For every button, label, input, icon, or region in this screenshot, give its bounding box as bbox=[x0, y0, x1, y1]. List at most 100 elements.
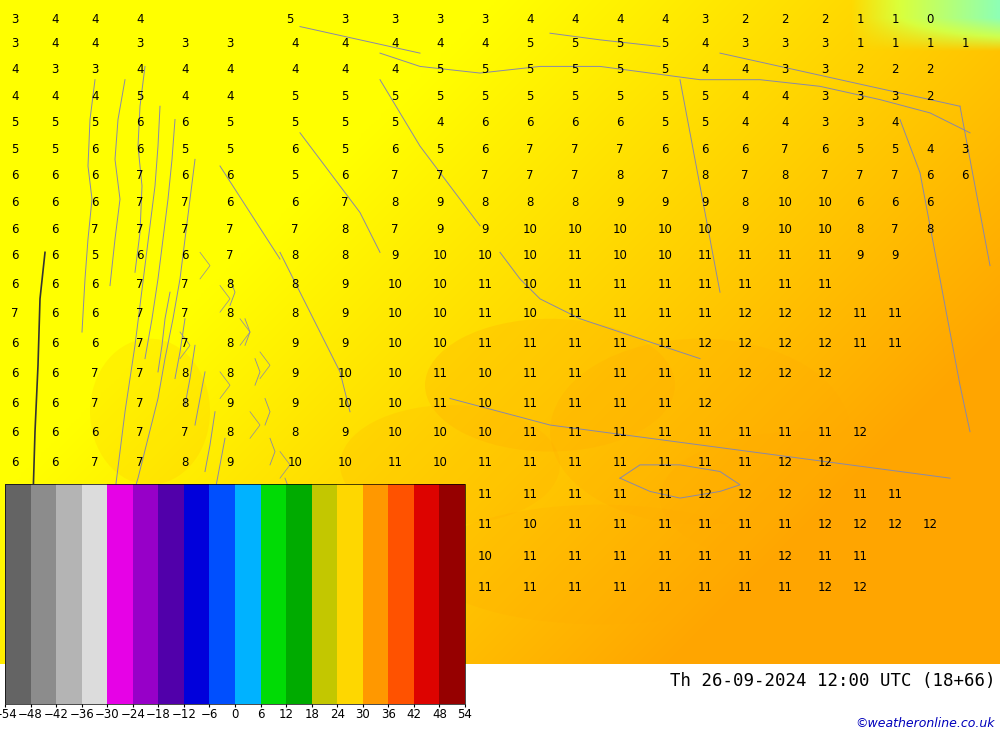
Text: 6: 6 bbox=[571, 117, 579, 129]
Text: 4: 4 bbox=[341, 37, 349, 50]
Text: 9: 9 bbox=[436, 196, 444, 209]
Text: 4: 4 bbox=[701, 37, 709, 50]
Text: 7: 7 bbox=[291, 223, 299, 235]
Text: 4: 4 bbox=[91, 90, 99, 103]
Text: 11: 11 bbox=[778, 518, 792, 531]
Text: 7: 7 bbox=[11, 488, 19, 501]
Text: 3: 3 bbox=[961, 143, 969, 156]
Text: 9: 9 bbox=[341, 307, 349, 320]
Text: 6: 6 bbox=[701, 143, 709, 156]
Text: 11: 11 bbox=[658, 278, 672, 291]
Text: 4: 4 bbox=[51, 13, 59, 26]
Text: 6: 6 bbox=[11, 278, 19, 291]
Text: 11: 11 bbox=[478, 488, 492, 501]
Text: 8: 8 bbox=[181, 397, 189, 410]
Text: 10: 10 bbox=[523, 249, 537, 262]
Text: 9: 9 bbox=[291, 366, 299, 380]
Text: 8: 8 bbox=[181, 366, 189, 380]
Text: 8: 8 bbox=[481, 196, 489, 209]
Text: 3: 3 bbox=[91, 63, 99, 76]
Text: 6: 6 bbox=[821, 143, 829, 156]
Text: 6: 6 bbox=[51, 427, 59, 440]
Text: 12: 12 bbox=[818, 307, 832, 320]
Text: 7: 7 bbox=[136, 397, 144, 410]
Text: 7: 7 bbox=[136, 307, 144, 320]
Text: 11: 11 bbox=[658, 397, 672, 410]
Text: 11: 11 bbox=[658, 307, 672, 320]
Text: 10: 10 bbox=[478, 427, 492, 440]
Text: 9: 9 bbox=[341, 278, 349, 291]
Text: 9: 9 bbox=[291, 550, 299, 563]
Text: 4: 4 bbox=[741, 90, 749, 103]
Text: 7: 7 bbox=[11, 518, 19, 531]
Text: 5: 5 bbox=[701, 90, 709, 103]
Text: 7: 7 bbox=[571, 169, 579, 183]
Text: 5: 5 bbox=[571, 63, 579, 76]
Text: 10: 10 bbox=[338, 366, 352, 380]
Text: 12: 12 bbox=[738, 307, 753, 320]
Text: 6: 6 bbox=[526, 117, 534, 129]
Text: 5: 5 bbox=[661, 63, 669, 76]
Text: 10: 10 bbox=[568, 223, 582, 235]
Text: 10: 10 bbox=[478, 550, 492, 563]
Text: 6: 6 bbox=[11, 397, 19, 410]
Text: 11: 11 bbox=[478, 307, 492, 320]
Ellipse shape bbox=[550, 339, 850, 525]
Text: 8: 8 bbox=[291, 307, 299, 320]
Text: 11: 11 bbox=[888, 488, 902, 501]
Text: 11: 11 bbox=[658, 488, 672, 501]
Text: 6: 6 bbox=[181, 169, 189, 183]
Text: 11: 11 bbox=[698, 427, 712, 440]
Text: 10: 10 bbox=[523, 518, 537, 531]
Text: 4: 4 bbox=[526, 13, 534, 26]
Text: 6: 6 bbox=[661, 143, 669, 156]
Text: 10: 10 bbox=[338, 550, 352, 563]
Text: 4: 4 bbox=[91, 13, 99, 26]
Text: 11: 11 bbox=[522, 457, 538, 469]
Text: 11: 11 bbox=[568, 366, 582, 380]
Text: 7: 7 bbox=[661, 169, 669, 183]
Text: 3: 3 bbox=[436, 13, 444, 26]
Text: 5: 5 bbox=[701, 117, 709, 129]
Text: 10: 10 bbox=[778, 223, 792, 235]
Text: 2: 2 bbox=[926, 63, 934, 76]
Text: 5: 5 bbox=[391, 90, 399, 103]
Text: 11: 11 bbox=[658, 366, 672, 380]
Text: 7: 7 bbox=[91, 366, 99, 380]
Text: 5: 5 bbox=[891, 143, 899, 156]
Text: 8: 8 bbox=[226, 278, 234, 291]
Text: 6: 6 bbox=[11, 223, 19, 235]
Text: 11: 11 bbox=[698, 278, 712, 291]
Text: 9: 9 bbox=[391, 249, 399, 262]
Text: 12: 12 bbox=[738, 488, 753, 501]
Text: 7: 7 bbox=[91, 457, 99, 469]
Text: 4: 4 bbox=[571, 13, 579, 26]
Text: 6: 6 bbox=[11, 249, 19, 262]
Text: 5: 5 bbox=[856, 143, 864, 156]
Text: 10: 10 bbox=[478, 366, 492, 380]
Text: 10: 10 bbox=[433, 249, 447, 262]
Text: 3: 3 bbox=[51, 63, 59, 76]
Text: 6: 6 bbox=[136, 143, 144, 156]
Text: 5: 5 bbox=[481, 63, 489, 76]
Text: 11: 11 bbox=[738, 581, 753, 594]
Text: 12: 12 bbox=[698, 488, 712, 501]
Text: 1: 1 bbox=[961, 37, 969, 50]
Text: 11: 11 bbox=[612, 427, 628, 440]
Text: 12: 12 bbox=[818, 457, 832, 469]
Text: 11: 11 bbox=[738, 427, 753, 440]
Text: 11: 11 bbox=[568, 427, 582, 440]
Text: 7: 7 bbox=[891, 223, 899, 235]
Text: 5: 5 bbox=[181, 143, 189, 156]
Text: 11: 11 bbox=[778, 581, 792, 594]
Text: 3: 3 bbox=[821, 37, 829, 50]
Text: 7: 7 bbox=[181, 427, 189, 440]
Text: 6: 6 bbox=[91, 337, 99, 350]
Text: 7: 7 bbox=[571, 143, 579, 156]
Text: 10: 10 bbox=[433, 488, 447, 501]
Text: 5: 5 bbox=[226, 117, 234, 129]
Text: 6: 6 bbox=[51, 518, 59, 531]
Text: 12: 12 bbox=[818, 337, 832, 350]
Text: 6: 6 bbox=[91, 427, 99, 440]
Text: 6: 6 bbox=[926, 169, 934, 183]
